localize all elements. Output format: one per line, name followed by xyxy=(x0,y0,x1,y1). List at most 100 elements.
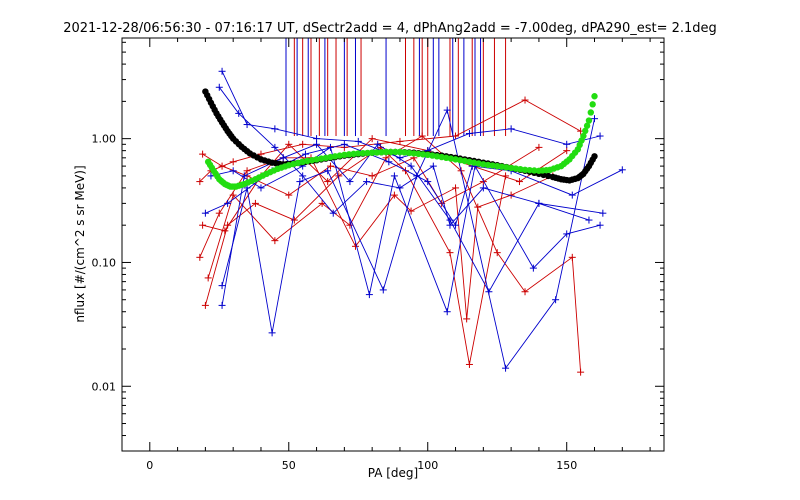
fit-1-dot-102 xyxy=(585,117,593,124)
series-1-line-5-point-0 xyxy=(207,172,215,180)
series-1-line-3-point-2 xyxy=(279,154,287,162)
series-1-line-4-point-11 xyxy=(618,166,626,174)
series-0-line-1-point-0 xyxy=(199,150,207,158)
series-1-line-3-point-6 xyxy=(407,162,415,170)
series-0-line-0-point-0 xyxy=(196,178,204,186)
fit-1-dot-105 xyxy=(591,93,598,100)
series-1-line-0-point-4 xyxy=(354,137,362,145)
x-tick-label-3: 150 xyxy=(556,459,577,472)
series-1-line-4-point-7 xyxy=(452,221,460,229)
x-axis-title: PA [deg] xyxy=(368,466,418,480)
fit-1-dot-52 xyxy=(387,148,394,156)
fit-1-dot-54 xyxy=(396,148,404,156)
series-1-line-2-point-2 xyxy=(268,329,276,337)
fit-1-dot-55 xyxy=(401,149,408,156)
series-1-line-4-point-5 xyxy=(385,158,393,166)
fit-1-dot-57 xyxy=(410,150,418,157)
y-tick-label-0: 0.01 xyxy=(92,380,117,393)
series-0-line-4-point-9 xyxy=(463,315,471,323)
data-layer xyxy=(196,38,626,376)
series-0-line-4-point-0 xyxy=(196,253,204,261)
series-0-line-3-point-6 xyxy=(418,132,426,140)
series-0-line-4-point-7 xyxy=(407,207,415,215)
series-1-line-0-point-10 xyxy=(596,132,604,140)
fit-1-dot-58 xyxy=(415,150,422,158)
series-1-line-2-point-5 xyxy=(379,286,387,294)
series-1-line-4-point-6 xyxy=(424,178,432,186)
series-0-line-5-point-3 xyxy=(285,140,293,148)
series-0-line-3-point-4 xyxy=(346,221,354,229)
series-1-line-0-point-0 xyxy=(218,67,226,75)
fit-1-dot-82 xyxy=(526,166,533,174)
series-1-line-2-point-3 xyxy=(296,178,304,186)
series-1-line-1-point-5 xyxy=(363,178,371,186)
fit-1-dot-100 xyxy=(582,127,589,135)
series-0-line-1-point-3 xyxy=(285,191,293,199)
series-1-line-1-point-3 xyxy=(299,172,307,180)
fit-1-dot-53 xyxy=(392,148,399,156)
series-0-line-1-point-9 xyxy=(535,143,543,151)
series-1-line-1-point-2 xyxy=(271,143,279,151)
series-0-line-1-point-5 xyxy=(368,172,376,180)
y-tick-label-1: 0.10 xyxy=(92,256,117,269)
fit-1-dot-103 xyxy=(587,109,595,116)
series-1-line-5-point-9 xyxy=(529,264,537,272)
series-1-line-5 xyxy=(210,146,601,314)
series-1-line-3-point-3 xyxy=(313,140,321,148)
series-0-line-3-point-9 xyxy=(521,288,529,296)
series-1-line-1-point-11 xyxy=(585,216,593,224)
series-1-line-2-point-7 xyxy=(443,106,451,114)
series-1-line-0-point-2 xyxy=(271,125,279,133)
fit-1-dot-81 xyxy=(521,166,529,174)
series-1-line-3-point-5 xyxy=(374,140,382,148)
fit-1-dot-59 xyxy=(419,151,427,158)
y-axis-title: nflux [#/(cm^2 s sr MeV)] xyxy=(73,165,87,322)
series-1-line-2-point-9 xyxy=(552,296,560,304)
fit-1-dot-51 xyxy=(382,148,390,156)
series-0-line-1-point-1 xyxy=(218,162,226,170)
series-1-line-1-point-9 xyxy=(479,184,487,192)
series-1-line-2-point-8 xyxy=(502,364,510,372)
series-1-line-0-point-8 xyxy=(507,125,515,133)
series-0-line-3-point-3 xyxy=(318,199,326,207)
series-0-line-2-point-1 xyxy=(224,221,232,229)
series-1-line-3-point-4 xyxy=(346,178,354,186)
series-1-line-4-point-4 xyxy=(340,140,348,148)
chart-title: 2021-12-28/06:56:30 - 07:16:17 UT, dSect… xyxy=(63,21,717,36)
fit-1-dot-104 xyxy=(589,101,596,108)
x-tick-label-0: 0 xyxy=(146,459,153,472)
series-0-line-0-point-4 xyxy=(299,140,307,148)
series-1-line-0-point-7 xyxy=(465,130,473,138)
series-0-line-5-point-1 xyxy=(221,227,229,235)
series-1-line-0-point-9 xyxy=(563,140,571,148)
series-0-line-5-point-8 xyxy=(515,178,523,186)
series-1-line-4-point-10 xyxy=(568,191,576,199)
fit-1-dot-48 xyxy=(368,149,376,156)
fit-1-dot-101 xyxy=(583,122,591,129)
series-0-line-3-point-8 xyxy=(493,249,501,257)
series-0-line-5-point-9 xyxy=(563,147,571,155)
series-0-line-3-point-11 xyxy=(577,368,585,376)
series-0-line-2 xyxy=(204,146,507,365)
series-0-line-2-point-0 xyxy=(201,301,209,309)
series-0-line-1-point-4 xyxy=(326,162,334,170)
fit-1-dot-99 xyxy=(580,132,587,140)
series-1-line-4-point-1 xyxy=(224,199,232,207)
x-tick-label-2: 100 xyxy=(417,459,438,472)
series-1-line-4-point-0 xyxy=(201,209,209,217)
series-0-line-2-point-3 xyxy=(290,216,298,224)
series-0-line-5-point-0 xyxy=(199,221,207,229)
series-1-line-5-point-2 xyxy=(257,184,265,192)
series-1-line-3-point-8 xyxy=(485,288,493,296)
fit-1-dot-49 xyxy=(373,149,380,156)
series-0-line-2-point-2 xyxy=(251,199,259,207)
axis-layer: 0 50 100 150 0.01 0.10 1.00 xyxy=(92,38,664,472)
fit-1-dot-44 xyxy=(350,150,357,158)
series-0-line-4-point-6 xyxy=(390,191,398,199)
series-0-line-5-point-4 xyxy=(324,178,332,186)
series-1-line-1-point-1 xyxy=(235,109,243,117)
series-1-line-0-point-1 xyxy=(243,121,251,129)
series-0-line-3-point-10 xyxy=(568,253,576,261)
y-tick-label-2: 1.00 xyxy=(92,133,117,146)
